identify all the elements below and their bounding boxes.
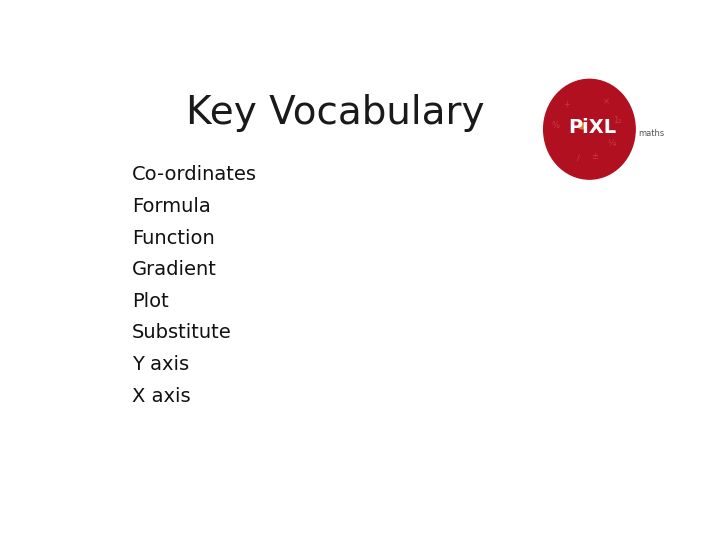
Text: Co-ordinates: Co-ordinates <box>132 165 257 185</box>
Text: PiXL: PiXL <box>569 118 617 137</box>
Text: Key Vocabulary: Key Vocabulary <box>186 93 485 132</box>
Text: maths: maths <box>638 129 665 138</box>
Text: +: + <box>564 100 570 109</box>
Text: Formula: Formula <box>132 197 210 216</box>
Text: Gradient: Gradient <box>132 260 217 279</box>
Text: ×: × <box>603 98 610 107</box>
Text: X axis: X axis <box>132 387 191 406</box>
Text: Plot: Plot <box>132 292 168 311</box>
Text: ¼: ¼ <box>608 139 616 148</box>
Text: Y axis: Y axis <box>132 355 189 374</box>
Text: 1₂: 1₂ <box>613 117 621 125</box>
Ellipse shape <box>544 79 635 179</box>
Text: ±: ± <box>592 152 598 161</box>
Text: Function: Function <box>132 228 215 248</box>
Text: %: % <box>552 120 560 130</box>
Text: Substitute: Substitute <box>132 323 232 342</box>
Text: /: / <box>577 154 580 163</box>
Circle shape <box>578 123 586 129</box>
